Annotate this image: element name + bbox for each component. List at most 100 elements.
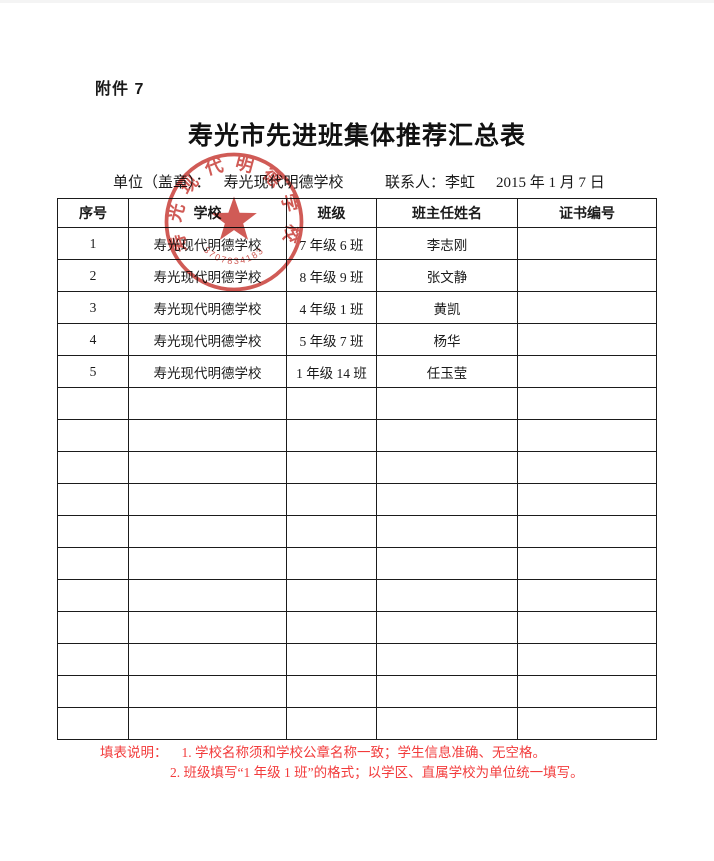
table-cell bbox=[286, 675, 377, 708]
table-cell bbox=[128, 675, 287, 708]
table-cell bbox=[128, 707, 287, 740]
table-cell bbox=[376, 515, 518, 548]
table-cell bbox=[286, 707, 377, 740]
table-row bbox=[57, 451, 657, 484]
table-cell: 张文静 bbox=[376, 259, 518, 292]
table-cell bbox=[376, 675, 518, 708]
date-value: 2015 年 1 月 7 日 bbox=[496, 175, 605, 191]
table-cell: 任玉莹 bbox=[376, 355, 518, 388]
table-cell: 1 bbox=[57, 227, 129, 260]
unit-value: 寿光现代明德学校 bbox=[223, 175, 344, 191]
table-cell bbox=[57, 643, 129, 676]
table-row: 5 寿光现代明德学校 1 年级 14 班任玉莹 bbox=[57, 355, 657, 388]
table-cell bbox=[376, 419, 518, 452]
header-serial-number: 序号 bbox=[57, 198, 129, 228]
table-cell: 寿光现代明德学校 bbox=[128, 227, 287, 260]
table-row: 1 寿光现代明德学校 7 年级 6 班李志刚 bbox=[57, 227, 657, 260]
table-cell bbox=[128, 419, 287, 452]
table-cell bbox=[57, 707, 129, 740]
table-cell bbox=[286, 451, 377, 484]
table-row bbox=[57, 675, 657, 708]
table-cell: 1 年级 14 班 bbox=[286, 355, 377, 388]
table-cell: 5 年级 7 班 bbox=[286, 323, 377, 356]
table-cell: 寿光现代明德学校 bbox=[128, 291, 287, 324]
table-cell: 4 bbox=[57, 323, 129, 356]
table-cell bbox=[517, 451, 657, 484]
fill-in-notes: 填表说明： 1. 学校名称须和学校公章名称一致；学生信息准确、无空格。 2. 班级… bbox=[100, 743, 660, 783]
table-cell bbox=[517, 323, 657, 356]
unit-field: 单位（盖章）： 寿光现代明德学校 bbox=[113, 171, 344, 192]
header-certificate-no: 证书编号 bbox=[517, 198, 657, 228]
table-cell: 寿光现代明德学校 bbox=[128, 259, 287, 292]
table-cell bbox=[517, 387, 657, 420]
table-row bbox=[57, 611, 657, 644]
table-cell bbox=[376, 643, 518, 676]
table-cell: 寿光现代明德学校 bbox=[128, 323, 287, 356]
header-teacher-name: 班主任姓名 bbox=[376, 198, 518, 228]
unit-label: 单位（盖章）： bbox=[113, 175, 211, 191]
table-cell bbox=[128, 643, 287, 676]
table-cell bbox=[517, 707, 657, 740]
contact-label: 联系人： bbox=[385, 175, 446, 191]
table-cell bbox=[517, 291, 657, 324]
table-row bbox=[57, 419, 657, 452]
table-cell bbox=[517, 675, 657, 708]
table-cell bbox=[517, 515, 657, 548]
table-row bbox=[57, 387, 657, 420]
table-cell bbox=[376, 611, 518, 644]
table-cell: 5 bbox=[57, 355, 129, 388]
table-row: 3 寿光现代明德学校 4 年级 1 班黄凯 bbox=[57, 291, 657, 324]
table-cell bbox=[128, 451, 287, 484]
page-edge-shadow bbox=[0, 0, 714, 3]
note-item-2: 2. 班级填写“1 年级 1 班”的格式；以学区、直属学校为单位统一填写。 bbox=[170, 765, 584, 780]
table-cell bbox=[517, 547, 657, 580]
table-cell: 4 年级 1 班 bbox=[286, 291, 377, 324]
table-cell bbox=[286, 387, 377, 420]
table-cell bbox=[57, 419, 129, 452]
table-cell bbox=[128, 611, 287, 644]
table-cell bbox=[57, 387, 129, 420]
header-class: 班级 bbox=[286, 198, 377, 228]
table-row: 4 寿光现代明德学校 5 年级 7 班杨华 bbox=[57, 323, 657, 356]
table-cell bbox=[286, 579, 377, 612]
table-cell bbox=[517, 483, 657, 516]
table-cell bbox=[517, 355, 657, 388]
header-school: 学校 bbox=[128, 198, 287, 228]
table-cell: 杨华 bbox=[376, 323, 518, 356]
table-row bbox=[57, 579, 657, 612]
table-cell bbox=[517, 643, 657, 676]
table-cell bbox=[128, 579, 287, 612]
summary-table: 序号 学校 班级 班主任姓名 证书编号 1 寿光现代明德学校 7 年级 6 班李志刚… bbox=[57, 198, 657, 740]
table-cell bbox=[376, 579, 518, 612]
table-cell bbox=[286, 547, 377, 580]
table-cell bbox=[128, 387, 287, 420]
table-cell: 3 bbox=[57, 291, 129, 324]
table-cell: 黄凯 bbox=[376, 291, 518, 324]
table-row bbox=[57, 483, 657, 516]
table-cell bbox=[376, 547, 518, 580]
note-line-2: 2. 班级填写“1 年级 1 班”的格式；以学区、直属学校为单位统一填写。 bbox=[100, 763, 660, 783]
note-label: 填表说明： bbox=[100, 745, 168, 760]
table-cell bbox=[286, 419, 377, 452]
table-cell bbox=[517, 227, 657, 260]
table-cell: 寿光现代明德学校 bbox=[128, 355, 287, 388]
table-cell bbox=[517, 419, 657, 452]
page-title: 寿光市先进班集体推荐汇总表 bbox=[187, 122, 526, 150]
table-row bbox=[57, 643, 657, 676]
table-cell bbox=[57, 579, 129, 612]
table-cell: 李志刚 bbox=[376, 227, 518, 260]
table-row bbox=[57, 707, 657, 740]
table-cell bbox=[128, 547, 287, 580]
note-line-1: 填表说明： 1. 学校名称须和学校公章名称一致；学生信息准确、无空格。 bbox=[100, 743, 660, 763]
table-cell bbox=[286, 515, 377, 548]
table-cell bbox=[286, 643, 377, 676]
table-row bbox=[57, 515, 657, 548]
table-cell bbox=[517, 259, 657, 292]
note-item-1: 1. 学校名称须和学校公章名称一致；学生信息准确、无空格。 bbox=[181, 745, 547, 760]
table-cell: 8 年级 9 班 bbox=[286, 259, 377, 292]
table-cell bbox=[128, 515, 287, 548]
contact-field: 联系人：李虹 bbox=[385, 171, 475, 192]
table-cell bbox=[57, 451, 129, 484]
table-cell bbox=[57, 675, 129, 708]
table-cell bbox=[376, 451, 518, 484]
